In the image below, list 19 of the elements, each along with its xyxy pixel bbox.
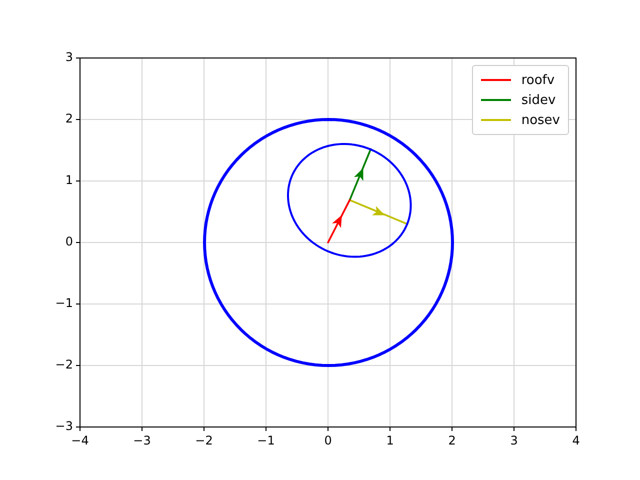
y-tick-label: −1 [55,296,73,310]
x-tick-label: −2 [195,433,213,448]
x-tick-label: −4 [71,433,89,448]
y-tick-label: −3 [55,419,73,434]
y-tick-label: 0 [65,234,73,249]
y-tick-label: 3 [65,50,73,64]
legend-label: nosev [521,112,560,128]
y-tick-label: 1 [65,173,73,188]
x-tick-label: 1 [386,433,394,448]
legend-label: roofv [521,72,555,88]
x-tick-label: −1 [257,433,275,448]
x-tick-label: 3 [510,433,518,448]
y-tick-label: 2 [65,112,73,126]
y-tick-label: −2 [55,358,73,372]
legend-label: sidev [521,92,556,108]
x-tick-label: 2 [448,433,456,448]
x-tick-label: 0 [324,433,332,448]
x-tick-label: −3 [133,433,151,448]
x-tick-label: 4 [572,433,580,448]
